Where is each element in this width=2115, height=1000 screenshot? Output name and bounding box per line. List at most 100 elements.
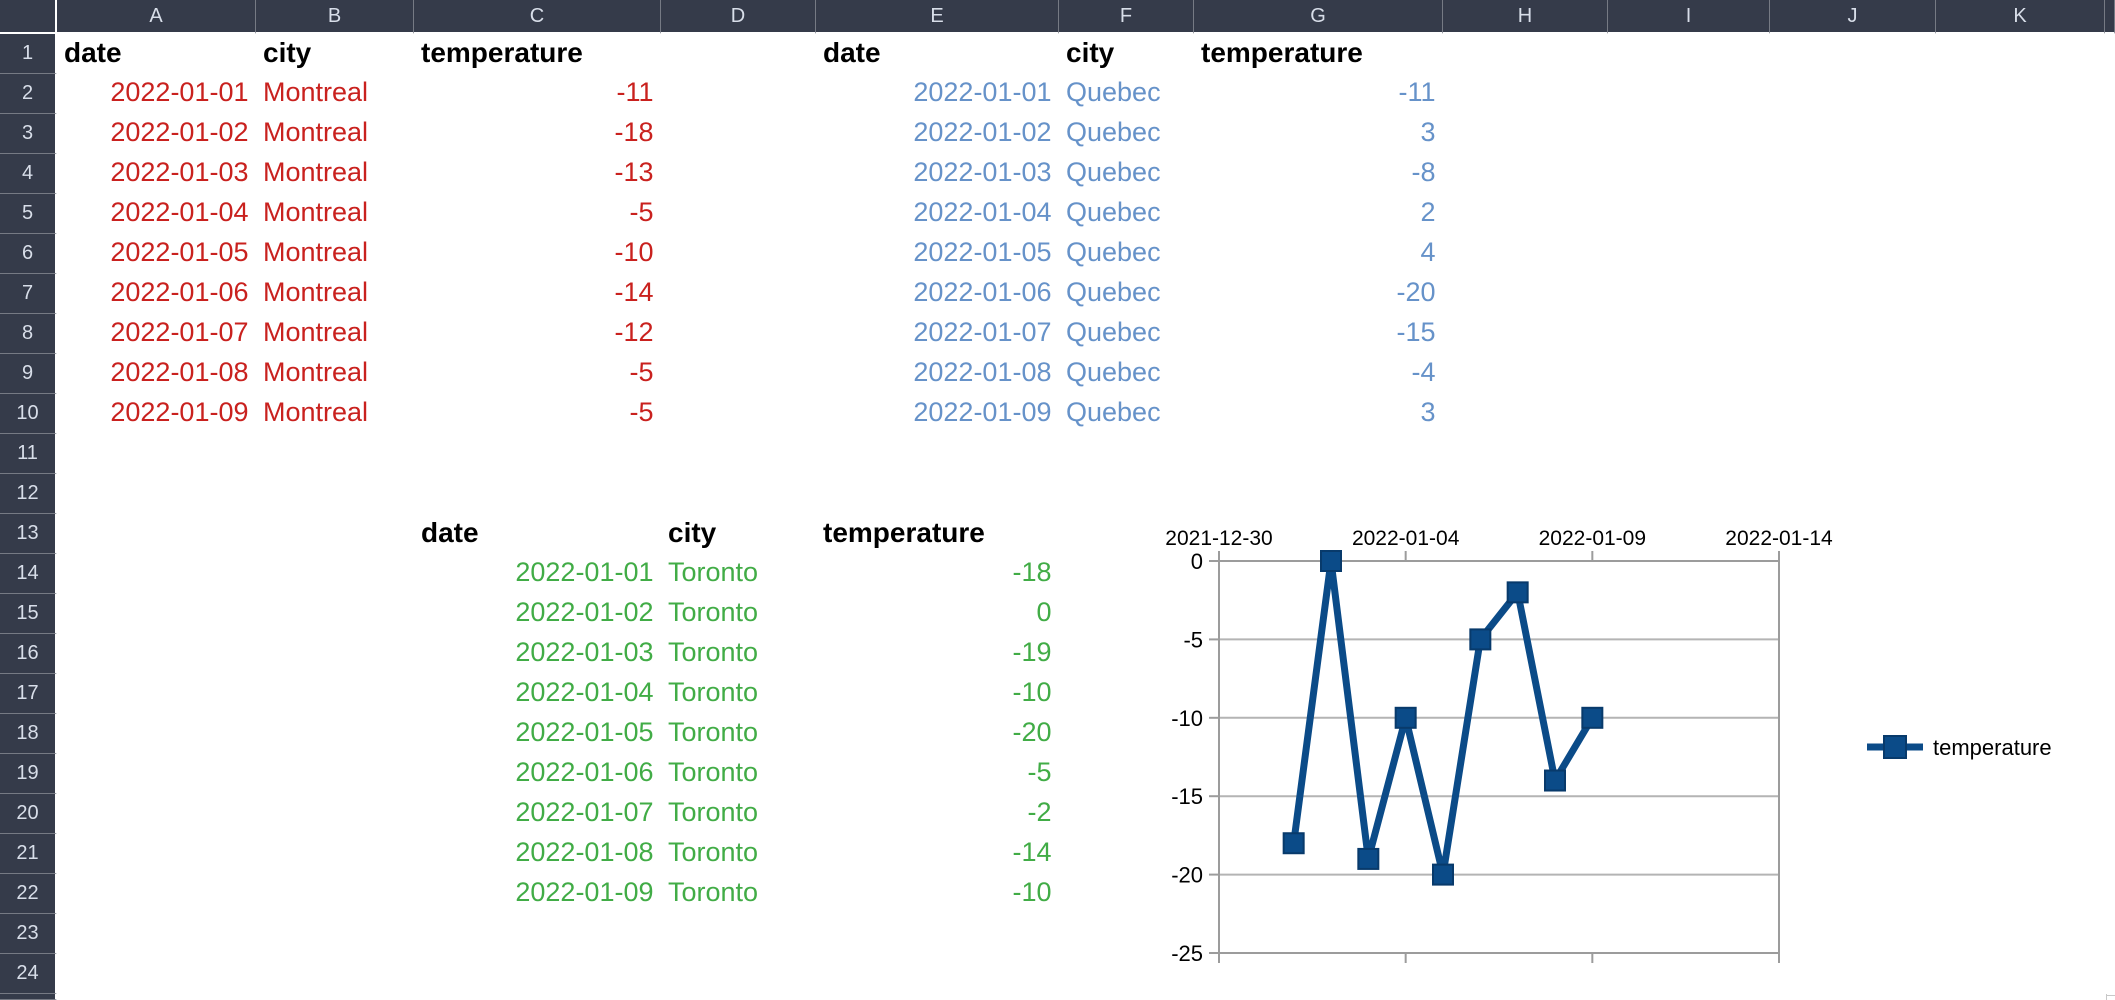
cell-C24[interactable]	[414, 954, 663, 996]
cell-I4[interactable]	[1608, 154, 1772, 196]
cell-E5[interactable]: 2022-01-04	[816, 194, 1061, 236]
cell-D8[interactable]	[661, 314, 818, 356]
column-header-K[interactable]: K	[1936, 0, 2105, 34]
cell-B12[interactable]	[256, 474, 416, 516]
cell-C9[interactable]: -5	[414, 354, 663, 396]
column-header-E[interactable]: E	[816, 0, 1059, 34]
row-header-3[interactable]: 3	[0, 114, 57, 154]
cell-D16[interactable]: Toronto	[661, 634, 818, 676]
cell-I2[interactable]	[1608, 74, 1772, 116]
cell-B15[interactable]	[256, 594, 416, 636]
cell-H9[interactable]	[1443, 354, 1610, 396]
cell-B6[interactable]: Montreal	[256, 234, 416, 276]
cell-K10[interactable]	[1936, 394, 2107, 436]
cell-J12[interactable]	[1770, 474, 1938, 516]
cell-D23[interactable]	[661, 914, 818, 956]
cell-G10[interactable]: 3	[1194, 394, 1445, 436]
cell-C1[interactable]: temperature	[414, 34, 663, 76]
cell-C16[interactable]: 2022-01-03	[414, 634, 663, 676]
cell-B24[interactable]	[256, 954, 416, 996]
cell-A21[interactable]	[57, 834, 258, 876]
cell-I9[interactable]	[1608, 354, 1772, 396]
row-header-5[interactable]: 5	[0, 194, 57, 234]
cell-F7[interactable]: Quebec	[1059, 274, 1196, 316]
cell-H3[interactable]	[1443, 114, 1610, 156]
cell-E4[interactable]: 2022-01-03	[816, 154, 1061, 196]
column-header-I[interactable]: I	[1608, 0, 1770, 34]
cell-E19[interactable]: -5	[816, 754, 1061, 796]
cell-C15[interactable]: 2022-01-02	[414, 594, 663, 636]
cell-H11[interactable]	[1443, 434, 1610, 476]
cell-D24[interactable]	[661, 954, 818, 996]
cell-B22[interactable]	[256, 874, 416, 916]
cell-G2[interactable]: -11	[1194, 74, 1445, 116]
cell-J9[interactable]	[1770, 354, 1938, 396]
cell-C11[interactable]	[414, 434, 663, 476]
cell-I10[interactable]	[1608, 394, 1772, 436]
cell-E20[interactable]: -2	[816, 794, 1061, 836]
cell-J1[interactable]	[1770, 34, 1938, 76]
cell-E16[interactable]: -19	[816, 634, 1061, 676]
cell-A19[interactable]	[57, 754, 258, 796]
cell-D15[interactable]: Toronto	[661, 594, 818, 636]
cell-D4[interactable]	[661, 154, 818, 196]
cell-D19[interactable]: Toronto	[661, 754, 818, 796]
row-header-22[interactable]: 22	[0, 874, 57, 914]
row-header-20[interactable]: 20	[0, 794, 57, 834]
cell-B7[interactable]: Montreal	[256, 274, 416, 316]
cell-F1[interactable]: city	[1059, 34, 1196, 76]
cell-H8[interactable]	[1443, 314, 1610, 356]
cell-B19[interactable]	[256, 754, 416, 796]
cell-H10[interactable]	[1443, 394, 1610, 436]
row-header-13[interactable]: 13	[0, 514, 57, 554]
cell-G11[interactable]	[1194, 434, 1445, 476]
cell-E8[interactable]: 2022-01-07	[816, 314, 1061, 356]
cell-F4[interactable]: Quebec	[1059, 154, 1196, 196]
cell-C19[interactable]: 2022-01-06	[414, 754, 663, 796]
cell-K1[interactable]	[1936, 34, 2107, 76]
cell-D13[interactable]: city	[661, 514, 818, 556]
cell-D5[interactable]	[661, 194, 818, 236]
cell-F11[interactable]	[1059, 434, 1196, 476]
cell-G7[interactable]: -20	[1194, 274, 1445, 316]
cell-J3[interactable]	[1770, 114, 1938, 156]
cell-A11[interactable]	[57, 434, 258, 476]
cell-J8[interactable]	[1770, 314, 1938, 356]
cell-A20[interactable]	[57, 794, 258, 836]
cell-K9[interactable]	[1936, 354, 2107, 396]
cell-E12[interactable]	[816, 474, 1061, 516]
cell-C14[interactable]: 2022-01-01	[414, 554, 663, 596]
cell-H4[interactable]	[1443, 154, 1610, 196]
cell-G3[interactable]: 3	[1194, 114, 1445, 156]
cell-F9[interactable]: Quebec	[1059, 354, 1196, 396]
cell-A4[interactable]: 2022-01-03	[57, 154, 258, 196]
cell-A24[interactable]	[57, 954, 258, 996]
cell-C20[interactable]: 2022-01-07	[414, 794, 663, 836]
cell-E1[interactable]: date	[816, 34, 1061, 76]
row-header-4[interactable]: 4	[0, 154, 57, 194]
cell-F8[interactable]: Quebec	[1059, 314, 1196, 356]
select-all-corner[interactable]	[0, 0, 57, 34]
cell-F10[interactable]: Quebec	[1059, 394, 1196, 436]
row-header-7[interactable]: 7	[0, 274, 57, 314]
cell-A6[interactable]: 2022-01-05	[57, 234, 258, 276]
cell-K3[interactable]	[1936, 114, 2107, 156]
cell-J2[interactable]	[1770, 74, 1938, 116]
row-header-24[interactable]: 24	[0, 954, 57, 994]
row-header-16[interactable]: 16	[0, 634, 57, 674]
cell-A2[interactable]: 2022-01-01	[57, 74, 258, 116]
cell-F5[interactable]: Quebec	[1059, 194, 1196, 236]
cell-E21[interactable]: -14	[816, 834, 1061, 876]
cell-I5[interactable]	[1608, 194, 1772, 236]
cell-B8[interactable]: Montreal	[256, 314, 416, 356]
cell-A12[interactable]	[57, 474, 258, 516]
cell-K11[interactable]	[1936, 434, 2107, 476]
cell-C18[interactable]: 2022-01-05	[414, 714, 663, 756]
cell-I8[interactable]	[1608, 314, 1772, 356]
cell-A13[interactable]	[57, 514, 258, 556]
cell-E22[interactable]: -10	[816, 874, 1061, 916]
cell-J5[interactable]	[1770, 194, 1938, 236]
cell-A3[interactable]: 2022-01-02	[57, 114, 258, 156]
cell-B17[interactable]	[256, 674, 416, 716]
cell-J4[interactable]	[1770, 154, 1938, 196]
